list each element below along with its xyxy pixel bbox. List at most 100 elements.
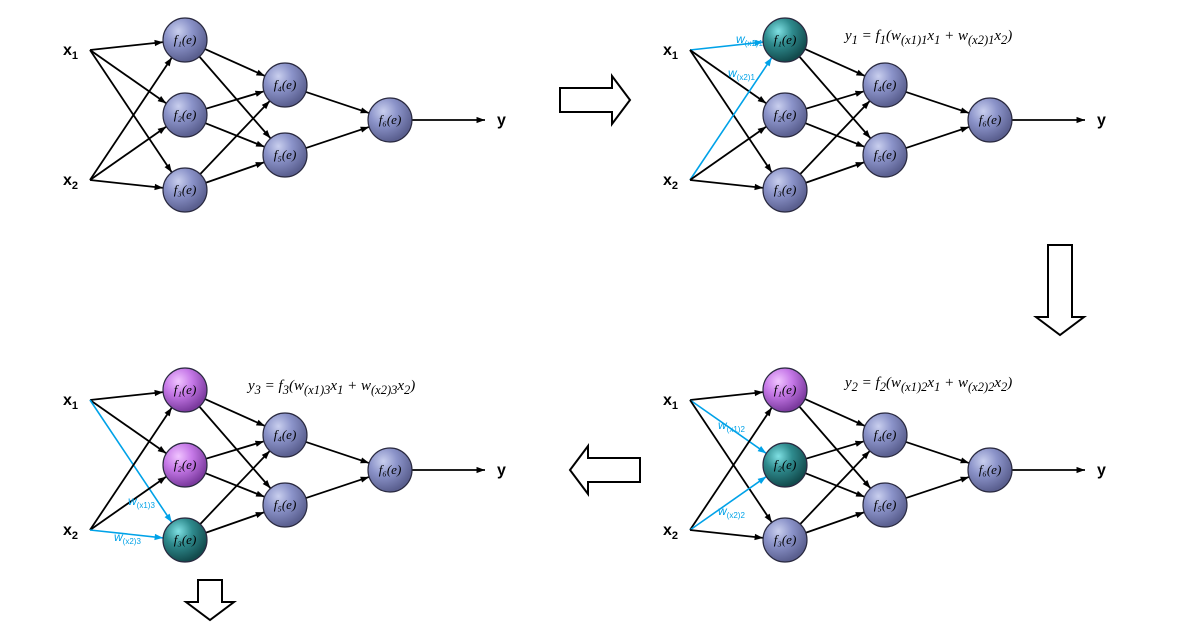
input-label-x1: x1: [63, 42, 78, 62]
svg-text:f₂(e): f₂(e): [174, 107, 197, 122]
edge: [806, 512, 864, 533]
equation-C: y2 = f2(w(x1)2x1 + w(x2)2x2): [845, 375, 1012, 395]
edge: [90, 390, 163, 400]
edge: [90, 127, 166, 180]
svg-text:f₅(e): f₅(e): [874, 147, 897, 162]
svg-text:f₆(e): f₆(e): [379, 462, 402, 477]
edge: [90, 50, 172, 172]
node-n4: f₄(e): [263, 63, 307, 107]
node-n4: f₄(e): [863, 413, 907, 457]
svg-text:f₆(e): f₆(e): [379, 112, 402, 127]
edge: [199, 57, 270, 139]
input-label-x2: x2: [663, 522, 678, 542]
edge: [690, 390, 763, 400]
edge: [205, 473, 264, 497]
edge: [805, 49, 865, 76]
svg-text:f₅(e): f₅(e): [274, 147, 297, 162]
flow-arrow: [186, 580, 234, 620]
svg-text:f₄(e): f₄(e): [274, 427, 297, 442]
equation-D: y3 = f3(w(x1)3x1 + w(x2)3x2): [248, 378, 415, 398]
edge: [205, 49, 265, 76]
node-n3: f₃(e): [763, 168, 807, 212]
input-label-x1: x1: [663, 392, 678, 412]
node-n3: f₃(e): [163, 518, 207, 562]
equation-B: y1 = f1(w(x1)1x1 + w(x2)1x2): [845, 28, 1012, 48]
svg-text:f₃(e): f₃(e): [174, 532, 197, 547]
node-n2: f₂(e): [763, 93, 807, 137]
svg-text:f₁(e): f₁(e): [774, 382, 797, 397]
edge: [690, 127, 766, 180]
weight-label: w(x2)3: [114, 530, 141, 546]
flow-arrow: [560, 76, 630, 124]
edge-output: [1012, 117, 1085, 123]
node-n6: f₆(e): [368, 448, 412, 492]
edge: [306, 477, 369, 498]
input-label-x2: x2: [63, 172, 78, 192]
svg-text:f₄(e): f₄(e): [874, 77, 897, 92]
output-label: y: [1097, 462, 1106, 479]
node-n2: f₂(e): [763, 443, 807, 487]
svg-text:f₆(e): f₆(e): [979, 112, 1002, 127]
node-n1: f₁(e): [163, 368, 207, 412]
edge: [306, 442, 369, 463]
edge-output: [412, 117, 485, 123]
edge: [806, 162, 864, 183]
edge-output: [1012, 467, 1085, 473]
weight-label: w(x1)3: [128, 494, 155, 510]
svg-text:f₃(e): f₃(e): [174, 182, 197, 197]
edge: [90, 400, 166, 453]
node-n2: f₂(e): [163, 93, 207, 137]
svg-text:f₅(e): f₅(e): [874, 497, 897, 512]
network-panel-A: f₁(e) f₂(e) f₃(e) f₄(e) f₅(e) f₆(e) x1 x2 y: [63, 18, 506, 212]
node-n1: f₁(e): [163, 18, 207, 62]
node-n3: f₃(e): [763, 518, 807, 562]
edge: [906, 442, 969, 463]
edge: [906, 477, 969, 498]
input-label-x1: x1: [663, 42, 678, 62]
node-n5: f₅(e): [263, 483, 307, 527]
edge: [690, 530, 763, 540]
svg-text:f₃(e): f₃(e): [774, 182, 797, 197]
diagram-svg: f₁(e)f₂(e)f₃(e)f₄(e)f₅(e)f₆(e)x1x2yw(x1)…: [0, 0, 1189, 634]
svg-text:f₄(e): f₄(e): [274, 77, 297, 92]
flow-arrow: [1036, 245, 1084, 335]
edge: [805, 473, 864, 497]
edge: [199, 407, 270, 489]
edge: [306, 92, 369, 113]
edge-output: [412, 467, 485, 473]
node-n6: f₆(e): [968, 448, 1012, 492]
weight-label: w(x1)1: [736, 32, 763, 48]
weight-label: w(x2)1: [728, 66, 755, 82]
edge: [206, 91, 264, 109]
edge: [690, 400, 772, 522]
edge: [799, 407, 870, 489]
svg-text:f₁(e): f₁(e): [174, 382, 197, 397]
weight-label: w(x2)2: [718, 504, 745, 520]
edge: [805, 399, 865, 426]
edge: [806, 441, 864, 459]
node-n5: f₅(e): [263, 133, 307, 177]
node-n5: f₅(e): [863, 483, 907, 527]
output-label: y: [497, 112, 506, 129]
input-label-x2: x2: [63, 522, 78, 542]
node-n6: f₆(e): [968, 98, 1012, 142]
svg-text:f₃(e): f₃(e): [774, 532, 797, 547]
output-label: y: [1097, 112, 1106, 129]
diagram-root: { "layout": { "width": 1189, "height": 6…: [0, 0, 1189, 634]
network-panel-C: w(x1)2 w(x2)2 f₁(e) f₂(e) f₃(e) f₄(e) f₅(e) f₆(…: [663, 368, 1106, 562]
weight-label: w(x1)2: [718, 418, 745, 434]
edge: [805, 123, 864, 147]
svg-text:f₂(e): f₂(e): [774, 107, 797, 122]
edge: [906, 127, 969, 148]
node-n1: f₁(e): [763, 368, 807, 412]
svg-text:f₄(e): f₄(e): [874, 427, 897, 442]
edge: [205, 399, 265, 426]
edge: [906, 92, 969, 113]
node-n4: f₄(e): [863, 63, 907, 107]
svg-text:f₂(e): f₂(e): [774, 457, 797, 472]
edge-highlight: [690, 477, 766, 530]
edge: [90, 58, 172, 180]
edge: [90, 50, 166, 103]
edge: [205, 123, 264, 147]
edge: [90, 40, 163, 50]
